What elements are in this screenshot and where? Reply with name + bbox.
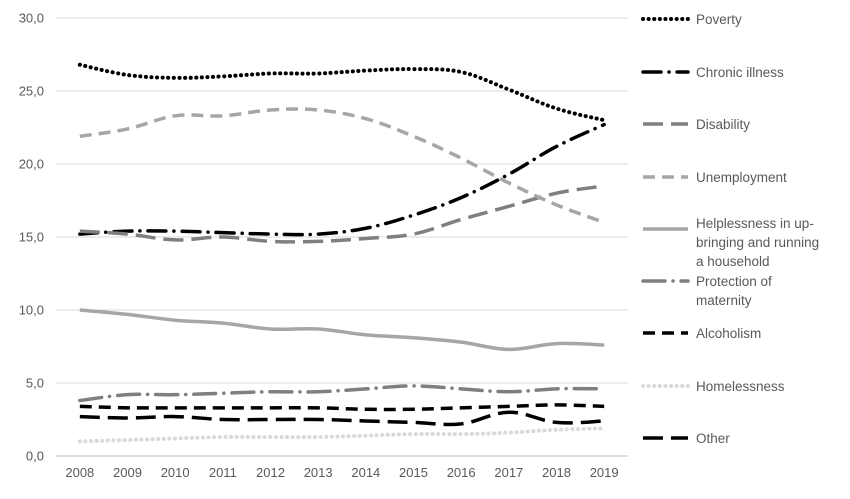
y-tick-label: 25,0 [19,84,44,99]
series-line-8 [77,426,607,444]
x-axis: 2008 2009 2010 2011 2012 2013 2014 2015 2016 2017… [65,465,618,480]
series-line-9 [79,410,605,427]
x-tick-label: 2016 [447,465,476,480]
y-tick-label: 5,0 [26,376,44,391]
y-tick-label: 10,0 [19,303,44,318]
series-line-7 [79,403,605,412]
x-tick-label: 2014 [351,465,380,480]
series-lines [77,62,607,444]
y-axis: 0,0 5,0 10,0 15,0 20,0 25,0 30,0 [19,11,44,464]
series-line-1 [77,62,607,123]
legend-label: Poverty [696,12,742,27]
x-tick-label: 2009 [113,465,142,480]
legend: Poverty Chronic illness Disability Unemploy… [641,12,819,446]
x-tick-label: 2019 [590,465,619,480]
legend-label: Helplessness in up- [696,216,814,231]
x-tick-label: 2017 [494,465,523,480]
x-tick-label: 2010 [161,465,190,480]
y-tick-label: 30,0 [19,11,44,26]
legend-label: Other [696,431,730,446]
x-tick-label: 2018 [542,465,571,480]
series-line-3 [79,184,605,244]
x-tick-label: 2011 [209,465,237,480]
legend-label: bringing and running [696,235,819,250]
legend-label: Chronic illness [696,65,784,80]
x-tick-label: 2012 [256,465,285,480]
legend-label: Homelessness [696,379,785,394]
legend-label: a household [696,254,770,269]
legend-label: Alcoholism [696,326,761,341]
legend-label: Protection of [696,274,772,289]
y-tick-label: 20,0 [19,157,44,172]
x-tick-label: 2013 [304,465,333,480]
series-line-5 [79,308,605,352]
legend-label: Disability [696,117,750,132]
x-tick-label: 2015 [399,465,428,480]
series-line-6 [78,384,606,403]
y-tick-label: 0,0 [26,449,44,464]
legend-label: maternity [696,293,752,308]
y-tick-label: 15,0 [19,230,44,245]
legend-label: Unemployment [696,170,787,185]
x-tick-label: 2008 [65,465,94,480]
series-line-2 [78,122,606,237]
